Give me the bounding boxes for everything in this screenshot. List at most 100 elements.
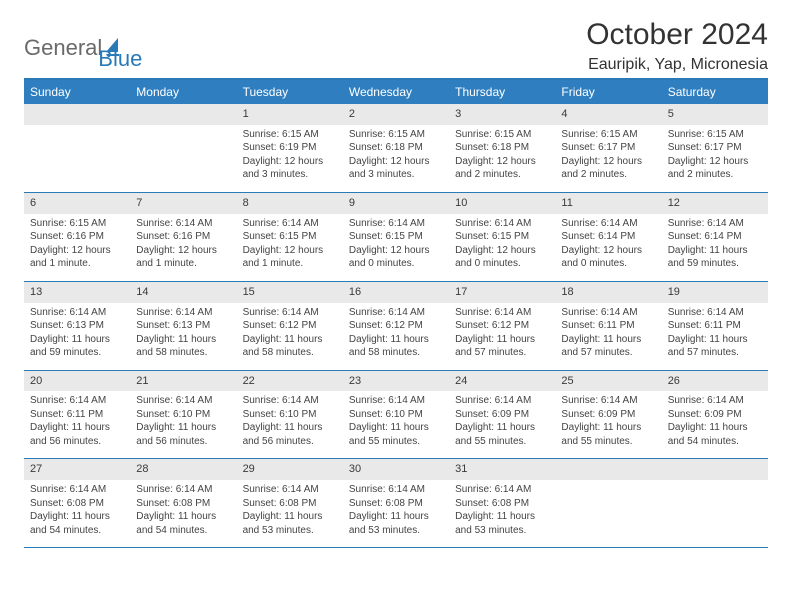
sunset-line: Sunset: 6:12 PM: [455, 319, 549, 333]
daylight-line: Daylight: 11 hours and 58 minutes.: [136, 333, 230, 360]
day-details: Sunrise: 6:14 AMSunset: 6:08 PMDaylight:…: [24, 480, 130, 547]
day-number: 15: [237, 282, 343, 303]
sunset-line: Sunset: 6:17 PM: [668, 141, 762, 155]
sunrise-line: Sunrise: 6:15 AM: [455, 128, 549, 142]
sunset-line: Sunset: 6:11 PM: [668, 319, 762, 333]
sunset-line: Sunset: 6:10 PM: [243, 408, 337, 422]
day-number: 3: [449, 104, 555, 125]
sunrise-line: Sunrise: 6:14 AM: [668, 394, 762, 408]
day-details: Sunrise: 6:14 AMSunset: 6:13 PMDaylight:…: [24, 303, 130, 370]
week-row: 6789101112Sunrise: 6:15 AMSunset: 6:16 P…: [24, 193, 768, 282]
day-details: Sunrise: 6:15 AMSunset: 6:16 PMDaylight:…: [24, 214, 130, 281]
header: General Blue October 2024 Eauripik, Yap,…: [24, 18, 768, 74]
daylight-line: Daylight: 12 hours and 2 minutes.: [455, 155, 549, 182]
day-details: Sunrise: 6:14 AMSunset: 6:08 PMDaylight:…: [449, 480, 555, 547]
daynum-row: 20212223242526: [24, 371, 768, 392]
day-number: 28: [130, 459, 236, 480]
dow-1: Monday: [130, 80, 236, 104]
daylight-line: Daylight: 11 hours and 59 minutes.: [668, 244, 762, 271]
day-number: 23: [343, 371, 449, 392]
day-details: [130, 125, 236, 192]
details-row: Sunrise: 6:15 AMSunset: 6:19 PMDaylight:…: [24, 125, 768, 192]
sunset-line: Sunset: 6:14 PM: [668, 230, 762, 244]
day-details: Sunrise: 6:14 AMSunset: 6:16 PMDaylight:…: [130, 214, 236, 281]
sunrise-line: Sunrise: 6:14 AM: [455, 394, 549, 408]
day-details: Sunrise: 6:14 AMSunset: 6:08 PMDaylight:…: [343, 480, 449, 547]
day-number: 2: [343, 104, 449, 125]
sunset-line: Sunset: 6:15 PM: [455, 230, 549, 244]
week-row: 2728293031Sunrise: 6:14 AMSunset: 6:08 P…: [24, 459, 768, 548]
day-number: 27: [24, 459, 130, 480]
day-details: [555, 480, 661, 547]
sunset-line: Sunset: 6:08 PM: [243, 497, 337, 511]
sunrise-line: Sunrise: 6:14 AM: [349, 394, 443, 408]
day-number: 21: [130, 371, 236, 392]
day-details: Sunrise: 6:15 AMSunset: 6:18 PMDaylight:…: [343, 125, 449, 192]
day-details: Sunrise: 6:14 AMSunset: 6:10 PMDaylight:…: [343, 391, 449, 458]
daylight-line: Daylight: 11 hours and 53 minutes.: [455, 510, 549, 537]
logo-text-general: General: [24, 35, 102, 61]
sunrise-line: Sunrise: 6:14 AM: [243, 306, 337, 320]
day-details: Sunrise: 6:14 AMSunset: 6:12 PMDaylight:…: [449, 303, 555, 370]
day-number: 29: [237, 459, 343, 480]
day-number: 8: [237, 193, 343, 214]
day-number: 20: [24, 371, 130, 392]
details-row: Sunrise: 6:15 AMSunset: 6:16 PMDaylight:…: [24, 214, 768, 281]
sunset-line: Sunset: 6:09 PM: [668, 408, 762, 422]
daylight-line: Daylight: 11 hours and 55 minutes.: [349, 421, 443, 448]
day-number: 4: [555, 104, 661, 125]
sunset-line: Sunset: 6:16 PM: [30, 230, 124, 244]
sunset-line: Sunset: 6:11 PM: [30, 408, 124, 422]
day-number: 10: [449, 193, 555, 214]
daylight-line: Daylight: 12 hours and 1 minute.: [30, 244, 124, 271]
sunrise-line: Sunrise: 6:14 AM: [136, 217, 230, 231]
day-details: Sunrise: 6:14 AMSunset: 6:09 PMDaylight:…: [662, 391, 768, 458]
sunrise-line: Sunrise: 6:14 AM: [668, 217, 762, 231]
day-number: 7: [130, 193, 236, 214]
daylight-line: Daylight: 11 hours and 54 minutes.: [668, 421, 762, 448]
day-number: [555, 459, 661, 480]
day-details: Sunrise: 6:14 AMSunset: 6:10 PMDaylight:…: [130, 391, 236, 458]
day-number: 31: [449, 459, 555, 480]
month-title: October 2024: [586, 18, 768, 52]
sunrise-line: Sunrise: 6:14 AM: [561, 217, 655, 231]
sunrise-line: Sunrise: 6:14 AM: [561, 306, 655, 320]
day-number: 26: [662, 371, 768, 392]
daynum-row: 13141516171819: [24, 282, 768, 303]
sunrise-line: Sunrise: 6:14 AM: [243, 483, 337, 497]
daynum-row: 12345: [24, 104, 768, 125]
sunset-line: Sunset: 6:08 PM: [349, 497, 443, 511]
day-number: 12: [662, 193, 768, 214]
daylight-line: Daylight: 12 hours and 0 minutes.: [455, 244, 549, 271]
sunrise-line: Sunrise: 6:14 AM: [349, 483, 443, 497]
details-row: Sunrise: 6:14 AMSunset: 6:11 PMDaylight:…: [24, 391, 768, 458]
details-row: Sunrise: 6:14 AMSunset: 6:08 PMDaylight:…: [24, 480, 768, 547]
details-row: Sunrise: 6:14 AMSunset: 6:13 PMDaylight:…: [24, 303, 768, 370]
day-number: 5: [662, 104, 768, 125]
sunset-line: Sunset: 6:08 PM: [136, 497, 230, 511]
sunset-line: Sunset: 6:14 PM: [561, 230, 655, 244]
sunset-line: Sunset: 6:12 PM: [349, 319, 443, 333]
day-number: 6: [24, 193, 130, 214]
daylight-line: Daylight: 12 hours and 1 minute.: [243, 244, 337, 271]
daylight-line: Daylight: 11 hours and 56 minutes.: [30, 421, 124, 448]
sunset-line: Sunset: 6:12 PM: [243, 319, 337, 333]
day-number: 9: [343, 193, 449, 214]
day-details: Sunrise: 6:15 AMSunset: 6:19 PMDaylight:…: [237, 125, 343, 192]
daylight-line: Daylight: 12 hours and 2 minutes.: [561, 155, 655, 182]
daylight-line: Daylight: 11 hours and 58 minutes.: [243, 333, 337, 360]
sunset-line: Sunset: 6:18 PM: [349, 141, 443, 155]
daylight-line: Daylight: 11 hours and 54 minutes.: [136, 510, 230, 537]
day-details: Sunrise: 6:14 AMSunset: 6:14 PMDaylight:…: [555, 214, 661, 281]
day-details: Sunrise: 6:14 AMSunset: 6:11 PMDaylight:…: [662, 303, 768, 370]
title-block: October 2024 Eauripik, Yap, Micronesia: [586, 18, 768, 74]
sunset-line: Sunset: 6:13 PM: [136, 319, 230, 333]
logo-text-blue: Blue: [98, 46, 142, 72]
week-row: 12345Sunrise: 6:15 AMSunset: 6:19 PMDayl…: [24, 104, 768, 193]
sunset-line: Sunset: 6:09 PM: [561, 408, 655, 422]
daylight-line: Daylight: 12 hours and 3 minutes.: [243, 155, 337, 182]
daylight-line: Daylight: 11 hours and 57 minutes.: [561, 333, 655, 360]
day-number: 1: [237, 104, 343, 125]
day-details: Sunrise: 6:14 AMSunset: 6:14 PMDaylight:…: [662, 214, 768, 281]
day-details: [24, 125, 130, 192]
